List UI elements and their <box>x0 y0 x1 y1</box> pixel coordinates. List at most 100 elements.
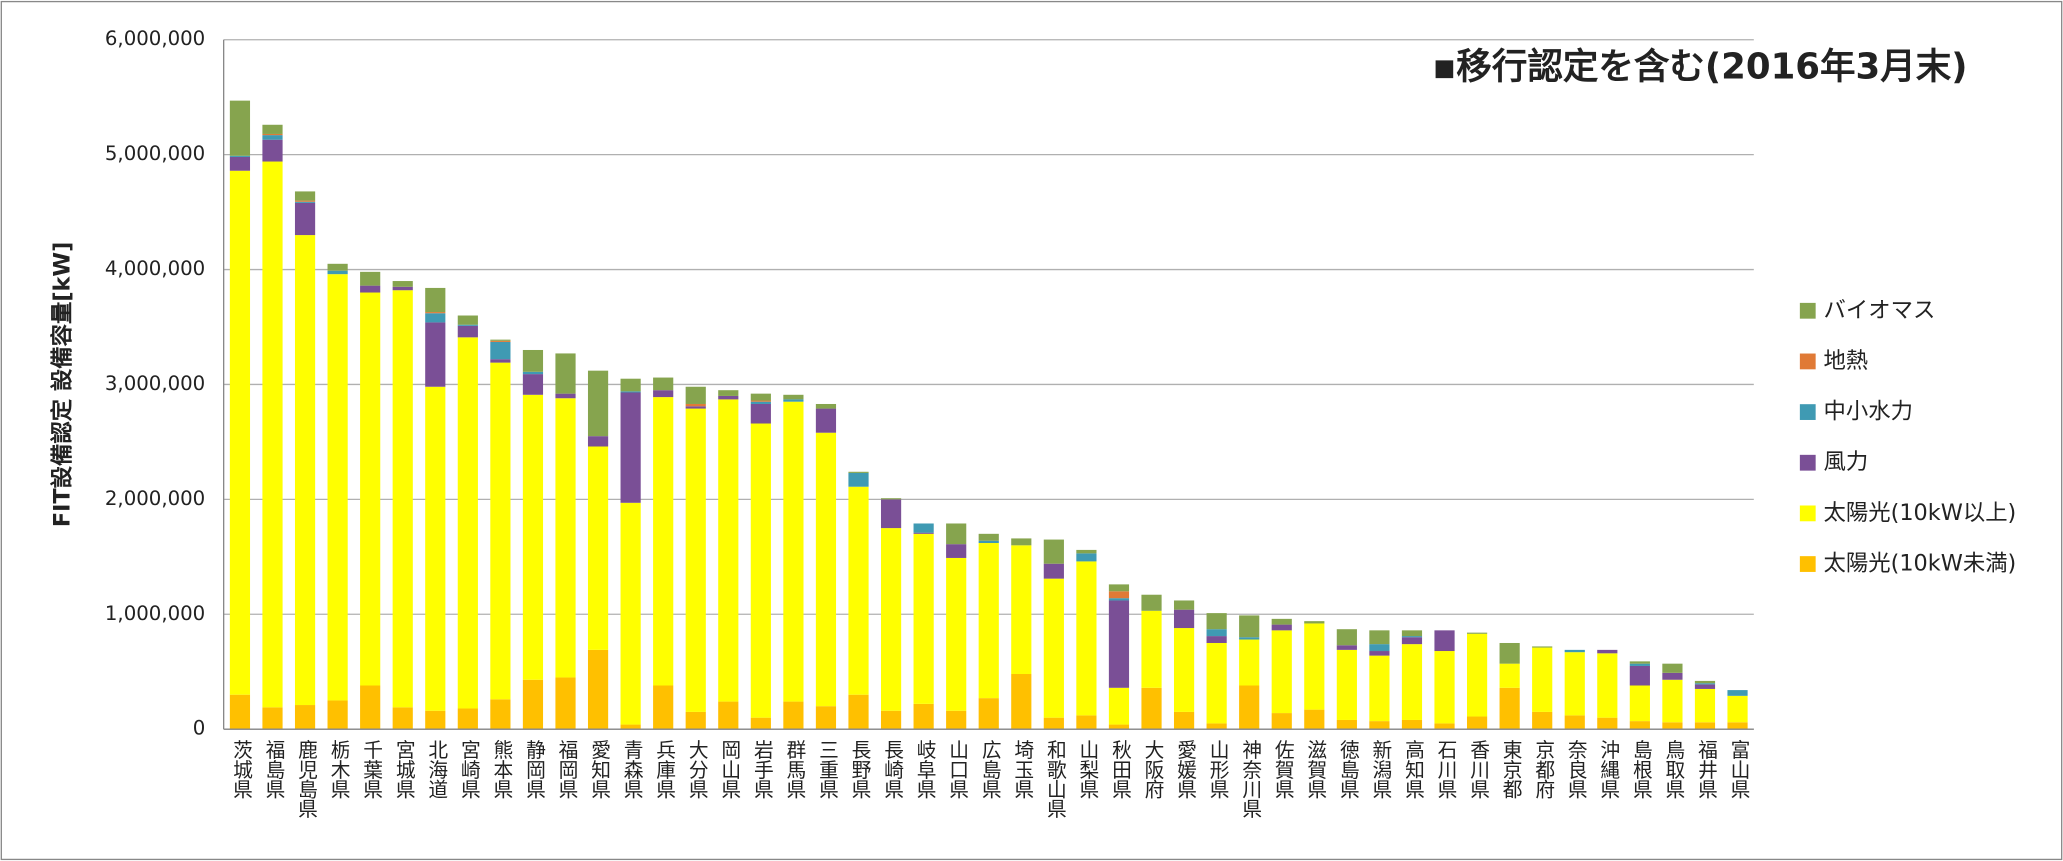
bar-segment <box>1239 685 1260 730</box>
bar-segment <box>783 394 804 400</box>
bar-segment <box>1401 637 1423 645</box>
bar-segment <box>587 370 609 437</box>
x-tick-label: 和歌山県 <box>1043 740 1066 819</box>
bar-segment <box>262 139 283 162</box>
bar-segment <box>555 677 576 730</box>
bar-segment <box>1727 722 1748 730</box>
bar-segment <box>1564 715 1585 730</box>
bar-segment <box>1727 695 1748 723</box>
bar-segment <box>425 386 446 711</box>
bar-segment <box>1011 545 1032 675</box>
bar-segment <box>1336 629 1357 646</box>
x-tick-label: 栃木県 <box>327 740 350 799</box>
bar-segment <box>1239 637 1260 640</box>
bar-segment <box>1206 613 1227 630</box>
bar-segment <box>425 322 446 387</box>
bar-segment <box>587 446 609 650</box>
bar-segment <box>1043 563 1064 579</box>
bar-segment <box>1239 639 1260 686</box>
bar-segment <box>1304 623 1325 710</box>
bar-segment <box>522 349 544 372</box>
x-tick-label: 秋田県 <box>1108 740 1131 799</box>
bar-segment <box>685 406 706 409</box>
bar-segment <box>1597 717 1618 730</box>
bar-segment <box>327 263 348 271</box>
bar-segment <box>392 290 413 708</box>
bar-segment <box>685 386 706 404</box>
bar-segment <box>1369 644 1390 652</box>
x-tick-label: 長崎県 <box>881 740 904 799</box>
bar-segment <box>1076 715 1097 730</box>
bar-segment <box>620 724 641 730</box>
bar-segment <box>1011 538 1032 546</box>
bar-segment <box>294 202 316 236</box>
bar-segment <box>1466 716 1488 730</box>
bar-segment <box>1206 642 1227 724</box>
y-tick-label: 4,000,000 <box>105 257 205 280</box>
bar-segment <box>1662 679 1683 723</box>
bar-segment <box>490 699 511 730</box>
x-tick-label: 埼玉県 <box>1011 740 1034 799</box>
bar-segment <box>815 403 837 409</box>
bar-segment <box>1173 711 1195 730</box>
bar-segment <box>262 707 283 730</box>
bar-segment <box>294 200 316 202</box>
bar-segment <box>262 124 283 134</box>
x-tick-label: 富山県 <box>1727 740 1750 799</box>
bar-segment <box>1141 594 1162 611</box>
legend-label: 太陽光(10kW未満) <box>1824 551 2017 577</box>
bar-segment <box>685 408 706 712</box>
bar-segment <box>653 390 674 398</box>
legend-swatch <box>1799 505 1816 522</box>
x-tick-label: 佐賀県 <box>1271 740 1294 799</box>
x-tick-label: 三重県 <box>815 740 838 799</box>
bar-segment <box>946 523 967 545</box>
bar-segment <box>229 170 251 695</box>
bar-segment <box>1271 713 1292 730</box>
bar-segment <box>1694 680 1716 684</box>
bar-segment <box>815 706 837 730</box>
bar-segment <box>718 701 739 730</box>
bar-segment <box>1076 553 1097 562</box>
bar-segment <box>653 685 674 730</box>
x-tick-label: 神奈川県 <box>1239 740 1262 819</box>
x-tick-label: 宮崎県 <box>457 740 480 799</box>
x-tick-label: 滋賀県 <box>1304 740 1327 799</box>
bar-segment <box>620 378 641 392</box>
x-tick-label: 青森県 <box>620 740 643 799</box>
bar-segment <box>1369 630 1390 645</box>
bar-segment <box>1336 649 1357 720</box>
bar-segment <box>1076 561 1097 716</box>
legend-swatch <box>1799 404 1816 420</box>
bar-segment <box>1401 630 1423 637</box>
legend-swatch <box>1799 556 1816 572</box>
bar-segment <box>750 400 771 402</box>
bar-segment <box>1206 636 1227 643</box>
legend-label: 地熱 <box>1824 348 1869 374</box>
bar-segment <box>1629 661 1650 664</box>
bar-segment <box>587 436 609 447</box>
bar-segment <box>457 708 478 730</box>
x-tick-label: 熊本県 <box>490 740 513 799</box>
bar-segment <box>327 700 348 730</box>
bar-segment <box>1108 687 1130 725</box>
bar-segment <box>848 472 869 487</box>
bar-segment <box>1206 723 1227 730</box>
bar-segment <box>685 403 706 407</box>
bar-segment <box>1499 663 1520 688</box>
x-tick-label: 福井県 <box>1694 740 1717 799</box>
x-tick-label: 徳島県 <box>1336 740 1359 799</box>
x-tick-label: 岩手県 <box>750 740 773 799</box>
bar-segment <box>1662 722 1683 730</box>
bar-segment <box>522 374 544 395</box>
bar-segment <box>457 337 478 709</box>
y-tick-label: 1,000,000 <box>105 602 205 625</box>
legend-label: バイオマス <box>1824 297 1936 323</box>
bar-segment <box>718 395 739 400</box>
x-tick-label: 奈良県 <box>1564 740 1587 799</box>
y-axis-label: FIT設備認定 設備容量[kW] <box>49 242 76 527</box>
x-tick-label: 新潟県 <box>1369 740 1392 799</box>
bar-segment <box>1466 633 1488 717</box>
bar-segment <box>360 285 381 293</box>
